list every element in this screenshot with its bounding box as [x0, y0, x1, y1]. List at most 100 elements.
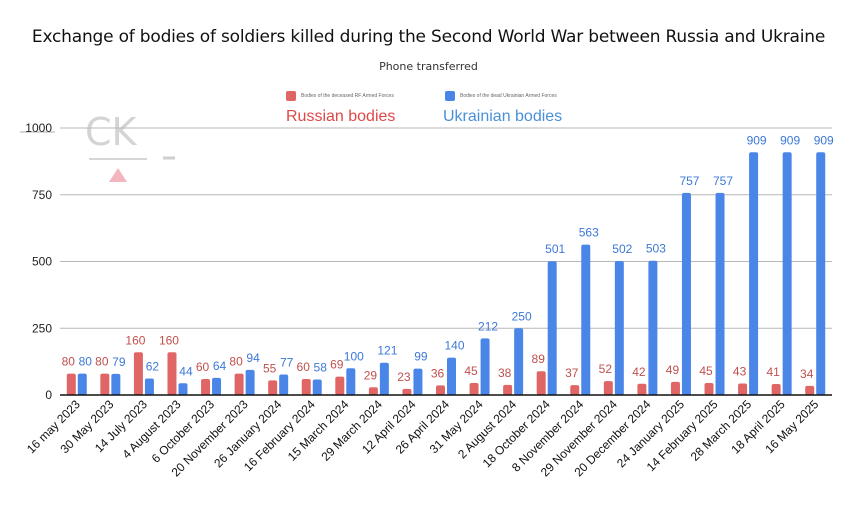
bar-ukrainian	[480, 338, 490, 395]
bar-russian	[603, 381, 613, 395]
legend-item-russian[interactable]: Bodies of the deceased RF Armed Forces	[286, 91, 394, 101]
data-label-ukrainian: 58	[314, 361, 328, 375]
bar-ukrainian	[178, 383, 188, 395]
legend-label-ukrainian: Bodies of the dead Ukrainian Armed Force…	[460, 93, 557, 99]
data-label-russian: 34	[800, 367, 814, 381]
data-label-ukrainian: 757	[679, 174, 699, 188]
bar-russian	[234, 373, 244, 395]
data-label-russian: 49	[666, 363, 680, 377]
data-label-ukrainian: 99	[414, 350, 428, 364]
chart-subtitle: Phone transferred	[379, 60, 478, 73]
data-label-russian: 41	[766, 365, 780, 379]
data-label-ukrainian: 250	[512, 309, 532, 323]
bar-ukrainian	[77, 373, 87, 395]
data-label-russian: 52	[599, 362, 613, 376]
data-label-russian: 60	[196, 360, 210, 374]
bar-russian	[637, 383, 647, 395]
data-label-russian: 23	[397, 370, 411, 384]
data-label-ukrainian: 501	[545, 242, 565, 256]
data-label-russian: 60	[297, 360, 311, 374]
bar-russian	[670, 381, 680, 395]
data-label-russian: 37	[565, 366, 579, 380]
bar-russian	[368, 387, 378, 395]
y-tick-label: 1000	[25, 121, 52, 135]
data-label-ukrainian: 64	[213, 359, 227, 373]
data-label-russian: 80	[229, 355, 243, 369]
data-label-russian: 42	[632, 365, 646, 379]
data-label-ukrainian: 44	[179, 364, 193, 378]
data-label-russian: 160	[125, 333, 145, 347]
bar-ukrainian	[111, 373, 121, 395]
legend-item-ukrainian[interactable]: Bodies of the dead Ukrainian Armed Force…	[445, 91, 557, 101]
legend-label-russian: Bodies of the deceased RF Armed Forces	[301, 93, 394, 99]
bar-russian	[536, 371, 546, 395]
data-label-ukrainian: 757	[713, 174, 733, 188]
data-label-russian: 29	[364, 368, 378, 382]
data-label-russian: 45	[699, 364, 713, 378]
data-label-ukrainian: 212	[478, 319, 498, 333]
bar-russian	[402, 388, 412, 395]
bar-ukrainian	[715, 192, 725, 395]
bar-russian	[771, 384, 781, 395]
bar-russian	[133, 352, 143, 395]
bar-russian	[66, 373, 76, 395]
bar-russian	[167, 352, 177, 395]
bar-russian	[570, 385, 580, 395]
bar-ukrainian	[279, 374, 289, 395]
bar-ukrainian	[144, 378, 154, 395]
bar-ukrainian	[614, 260, 624, 395]
data-label-russian: 69	[330, 358, 344, 372]
data-label-ukrainian: 503	[646, 242, 666, 256]
bar-russian	[436, 385, 445, 395]
y-tick-label: 500	[32, 255, 52, 269]
bar-ukrainian	[413, 368, 423, 395]
bar-ukrainian	[547, 261, 557, 395]
y-tick-label: 750	[32, 188, 52, 202]
bar-ukrainian	[782, 152, 792, 395]
data-label-russian: 80	[95, 355, 109, 369]
data-label-ukrainian: 909	[780, 133, 800, 147]
data-label-ukrainian: 80	[79, 355, 93, 369]
bar-ukrainian	[514, 328, 524, 395]
bar-ukrainian	[681, 192, 691, 395]
data-label-ukrainian: 79	[112, 355, 126, 369]
bar-ukrainian	[648, 260, 658, 395]
bar-russian	[704, 382, 714, 395]
bar-russian	[100, 373, 110, 395]
data-label-russian: 89	[532, 352, 546, 366]
bar-ukrainian	[212, 377, 222, 395]
bar-russian	[201, 378, 211, 395]
bar-ukrainian	[346, 368, 356, 395]
bar-russian	[301, 378, 311, 395]
bar-russian	[268, 380, 278, 395]
data-label-russian: 80	[62, 355, 76, 369]
y-tick-label: 250	[32, 321, 52, 335]
data-label-russian: 43	[733, 365, 747, 379]
bar-russian	[805, 385, 815, 395]
data-label-ukrainian: 77	[280, 355, 294, 369]
bar-russian	[469, 382, 479, 395]
bar-ukrainian	[447, 357, 456, 395]
data-label-ukrainian: 909	[747, 133, 767, 147]
bar-ukrainian	[749, 152, 759, 395]
data-label-russian: 36	[431, 366, 445, 380]
data-label-ukrainian: 100	[344, 349, 364, 363]
data-label-ukrainian: 62	[146, 359, 160, 373]
bar-ukrainian	[816, 152, 826, 395]
data-label-ukrainian: 94	[246, 351, 260, 365]
annotation-ukrainian-bodies: Ukrainian bodies	[443, 108, 563, 125]
data-label-russian: 38	[498, 366, 512, 380]
bar-russian	[335, 376, 345, 395]
data-label-ukrainian: 563	[579, 226, 599, 240]
annotation-russian-bodies: Russian bodies	[286, 108, 396, 125]
bar-ukrainian	[581, 244, 591, 395]
data-label-ukrainian: 909	[814, 133, 834, 147]
bar-ukrainian	[379, 362, 389, 395]
bar-ukrainian	[312, 379, 322, 395]
data-label-ukrainian: 140	[444, 339, 464, 353]
chart-title: Exchange of bodies of soldiers killed du…	[31, 27, 826, 47]
data-label-russian: 160	[159, 333, 179, 347]
data-label-russian: 45	[464, 364, 478, 378]
data-label-ukrainian: 502	[612, 242, 632, 256]
